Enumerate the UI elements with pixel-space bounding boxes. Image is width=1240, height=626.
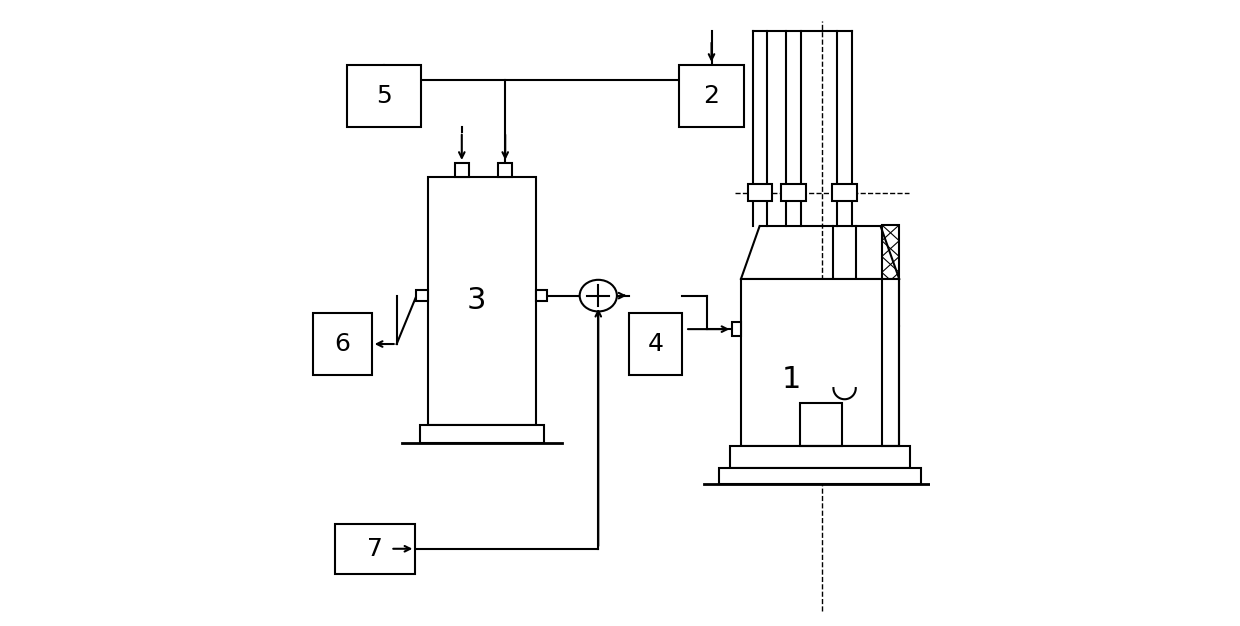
Text: 7: 7 <box>367 536 383 561</box>
Bar <box>455 163 469 177</box>
Bar <box>719 468 921 484</box>
Text: 6: 6 <box>335 332 351 356</box>
Bar <box>420 424 543 443</box>
Bar <box>312 313 372 375</box>
Text: 5: 5 <box>377 84 392 108</box>
Bar <box>832 184 857 202</box>
Bar <box>417 290 428 301</box>
Bar <box>498 163 512 177</box>
Text: 1: 1 <box>782 365 801 394</box>
Bar <box>781 184 806 202</box>
Bar <box>630 313 682 375</box>
Bar <box>730 446 910 468</box>
Bar <box>347 65 422 127</box>
Bar <box>335 524 415 573</box>
Ellipse shape <box>579 280 616 312</box>
Bar <box>680 65 744 127</box>
Bar <box>742 279 899 446</box>
Bar <box>800 403 842 446</box>
Text: 3: 3 <box>466 286 486 315</box>
Bar <box>748 184 773 202</box>
Bar <box>882 225 899 446</box>
Bar <box>536 290 547 301</box>
Bar <box>733 322 742 336</box>
Text: 4: 4 <box>647 332 663 356</box>
Bar <box>428 177 536 424</box>
Text: 2: 2 <box>703 84 719 108</box>
